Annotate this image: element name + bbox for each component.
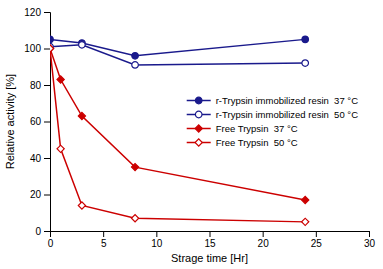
tick: 100 [24,43,50,54]
tick-mark [369,231,370,237]
tick: 80 [30,80,50,91]
series [50,42,308,69]
tick: 15 [204,231,216,249]
series-line [50,49,305,200]
tick-label: 5 [101,238,107,249]
axis-line [51,232,370,238]
tick-mark [44,122,50,123]
tick-mark [316,231,317,237]
point [302,36,309,43]
point [57,145,64,152]
point [132,62,139,69]
tick-mark [156,231,157,237]
tick-label: 80 [30,80,42,91]
tick-label: 100 [24,43,41,54]
tick-mark [103,231,104,237]
series-line [50,45,305,65]
legend-marker [195,139,202,146]
tick-mark [263,231,264,237]
chart: 0 5 10 15 20 25 30 0 20 40 60 80 100 120 Strage time [… [0,0,383,269]
y-axis-title: Relative activity [%] [4,74,16,169]
point [132,53,139,60]
point [131,164,138,171]
legend-label: Free Trypsin 37 °C [216,123,298,134]
tick-label: 15 [204,238,216,249]
legend-marker [195,111,202,118]
point [78,112,85,119]
tick-label: 0 [35,226,41,237]
series [50,45,309,204]
tick-label: 40 [30,153,42,164]
axis-line [44,13,51,232]
tick: 60 [30,116,50,127]
legend-marker [195,125,202,132]
tick: 40 [30,153,50,164]
point [302,60,309,67]
tick: 0 [48,231,54,249]
point [50,36,53,43]
x-axis-title: Strage time [Hr] [171,252,248,264]
tick-label: 20 [30,189,42,200]
legend-item: r-Trypsin immobilized resin 50 °C [187,109,358,120]
point [302,196,309,203]
tick: 0 [35,226,50,237]
legend-item: Free Trypsin 37 °C [187,123,298,134]
legend: r-Trypsin immobilized resin 37 °C r-Tryps… [182,89,363,155]
tick: 5 [101,231,107,249]
legend-label: r-Trypsin immobilized resin 50 °C [216,109,358,120]
point [50,45,54,52]
tick-label: 20 [258,238,270,249]
tick-mark [210,231,211,237]
y-axis: 0 20 40 60 80 100 120 [24,7,50,237]
tick-label: 10 [151,238,163,249]
x-axis: 0 5 10 15 20 25 30 [48,231,376,249]
tick-mark [44,158,50,159]
tick-mark [44,85,50,86]
tick-mark [44,195,50,196]
tick-label: 60 [30,116,42,127]
tick: 30 [364,231,376,249]
tick-label: 30 [364,238,376,249]
legend-label: r-Trypsin immobilized resin 37 °C [216,95,358,106]
legend-item: Free Trypsin 50 °C [187,137,298,148]
point [79,42,86,49]
tick-label: 25 [311,238,323,249]
tick: 20 [30,189,50,200]
tick: 20 [258,231,270,249]
point [302,218,309,225]
tick-mark [44,49,50,50]
tick-label: 120 [24,7,41,18]
point [131,215,138,222]
legend-item: r-Trypsin immobilized resin 37 °C [187,95,358,106]
legend-marker [195,97,202,104]
tick-mark [44,12,50,13]
point [50,45,54,52]
legend-background [182,89,363,155]
tick-mark [44,231,50,232]
tick: 120 [24,7,50,18]
legend-label: Free Trypsin 50 °C [216,137,298,148]
point [78,202,85,209]
plot-root: 0 5 10 15 20 25 30 0 20 40 60 80 100 120 Strage time [… [4,7,375,264]
tick: 25 [311,231,323,249]
tick: 10 [151,231,163,249]
point [57,76,64,83]
plot-area [50,36,309,225]
tick-label: 0 [48,238,54,249]
